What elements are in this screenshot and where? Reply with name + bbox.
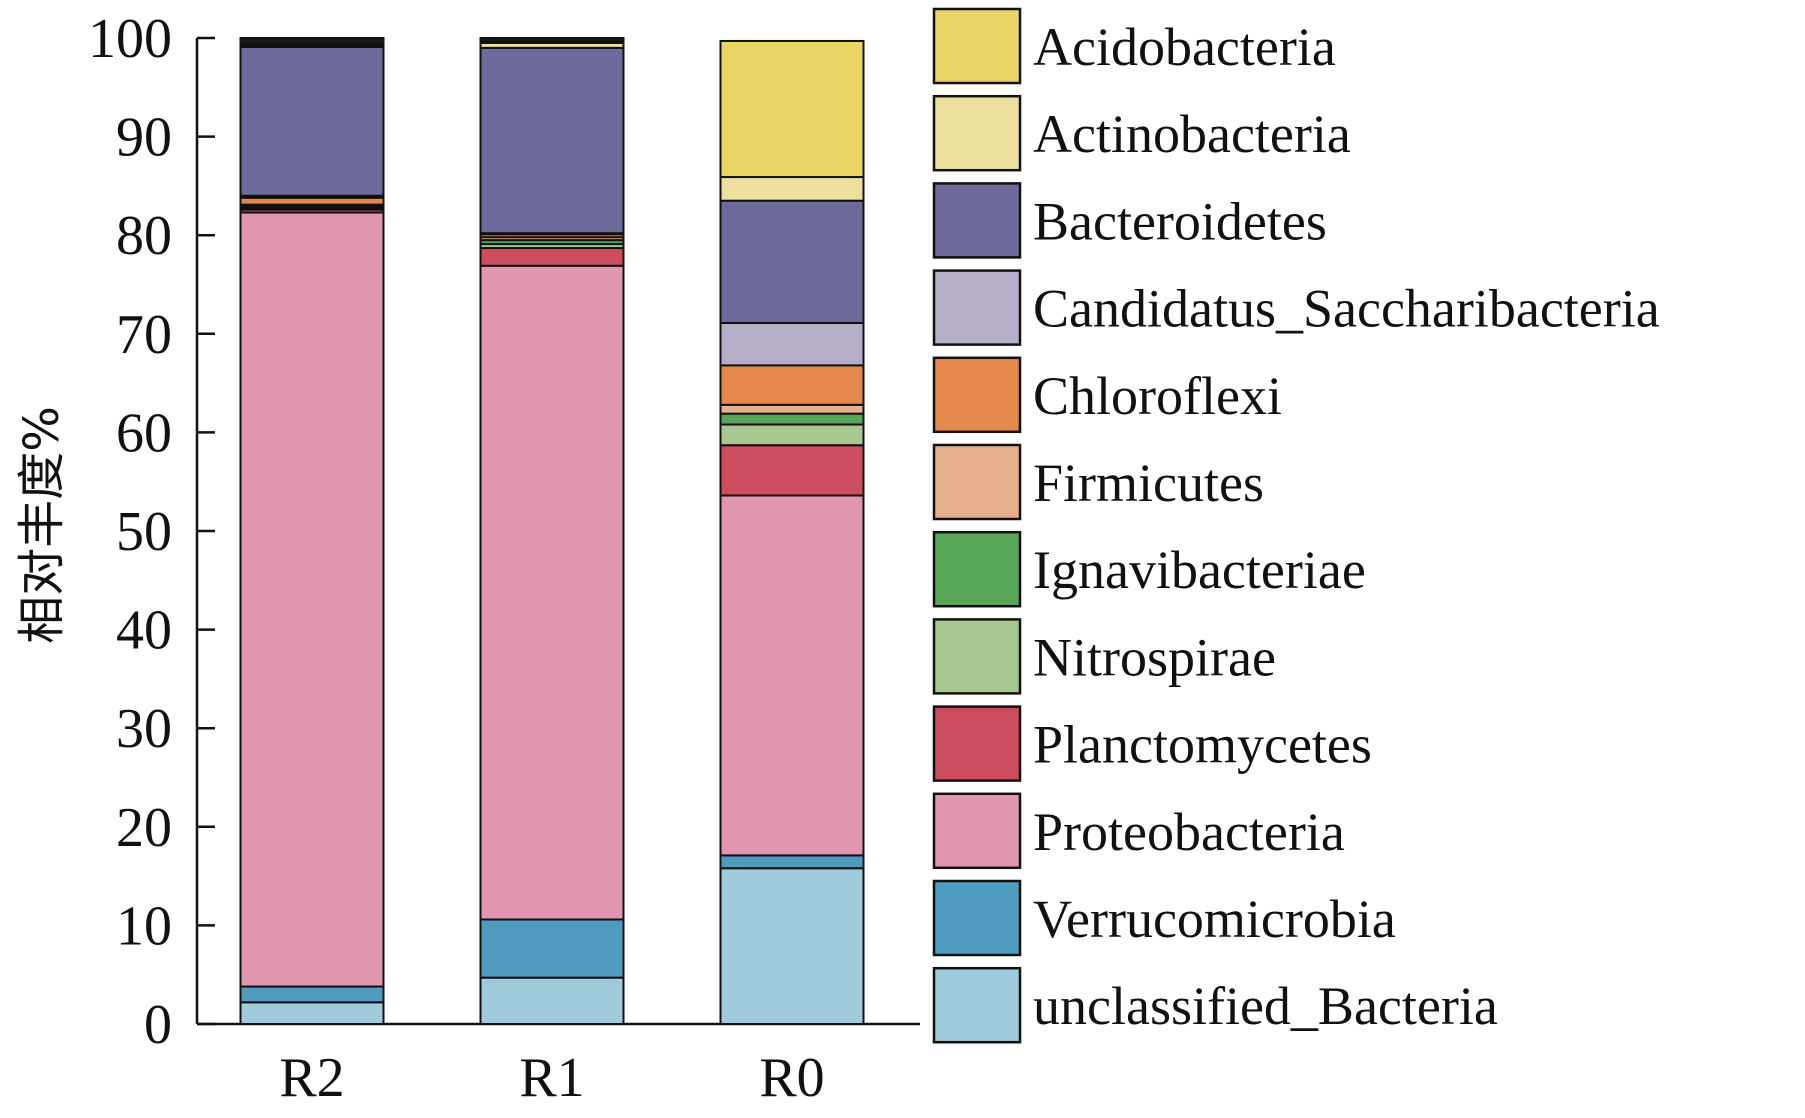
legend-label-nitrospirae: Nitrospirae <box>1033 627 1276 687</box>
bar-segment-r2-unclassified-bacteria <box>239 1001 385 1025</box>
bars <box>239 37 865 1026</box>
bar-segment-r1-proteobacteria <box>479 264 625 921</box>
x-tick-label-r1: R1 <box>519 1047 584 1109</box>
legend-swatch-proteobacteria <box>932 792 1022 870</box>
axes: 0 10 20 30 40 50 60 70 80 90 100 R2 R1 R0 <box>88 8 920 1109</box>
legend-label-acidobacteria: Acidobacteria <box>1033 17 1336 77</box>
legend-label-candidatus-saccharibacteria: Candidatus_Saccharibacteria <box>1033 279 1660 339</box>
y-tick-label: 20 <box>116 797 172 859</box>
bar-segment-r0-verrucomicrobia <box>719 854 865 870</box>
legend-swatch-bacteroidetes <box>932 182 1022 259</box>
bar-segment-r1-bacteroidetes <box>479 46 625 235</box>
legend-swatch-firmicutes <box>932 443 1022 521</box>
legend-swatch-actinobacteria <box>932 94 1022 172</box>
x-tick-label-r0: R0 <box>759 1047 824 1109</box>
legend-label-planctomycetes: Planctomycetes <box>1033 715 1372 775</box>
bar-segment-r1-other <box>479 37 625 43</box>
legend-label-proteobacteria: Proteobacteria <box>1033 802 1345 862</box>
legend-swatch-acidobacteria <box>932 7 1022 85</box>
legend-swatch-planctomycetes <box>932 705 1022 782</box>
bar-segment-r0-nitrospirae <box>719 423 865 447</box>
y-tick-label: 70 <box>116 304 172 366</box>
bar-segment-r1-unclassified-bacteria <box>479 976 625 1026</box>
legend-swatch-ignavibacteriae <box>932 530 1022 608</box>
legend-label-actinobacteria: Actinobacteria <box>1033 104 1351 164</box>
y-tick-label: 60 <box>116 402 172 464</box>
legend-swatch-chloroflexi <box>932 356 1022 434</box>
legend-label-verrucomicrobia: Verrucomicrobia <box>1033 889 1396 949</box>
legend-label-ignavibacteriae: Ignavibacteriae <box>1033 540 1366 600</box>
bar-segment-r1-verrucomicrobia <box>479 918 625 979</box>
y-axis-title: 相对丰度% <box>14 406 70 644</box>
x-tick-label-r2: R2 <box>279 1047 344 1109</box>
bar-segment-r2-other <box>239 37 385 45</box>
bar-segment-r0-proteobacteria <box>719 494 865 857</box>
y-tick-label: 80 <box>116 205 172 267</box>
bar-segment-r1-planctomycetes <box>479 247 625 267</box>
bar-segment-r2-proteobacteria <box>239 211 385 988</box>
y-tick-label: 90 <box>116 107 172 169</box>
bar-segment-r2-chloroflexi <box>239 196 385 206</box>
bar-segment-r0-planctomycetes <box>719 444 865 497</box>
legend-swatch-verrucomicrobia <box>932 879 1022 957</box>
legend-swatch-unclassified-bacteria <box>932 966 1022 1044</box>
bar-segment-r0-firmicutes <box>719 403 865 415</box>
y-tick-label: 100 <box>88 8 172 70</box>
legend-swatch-nitrospirae <box>932 618 1022 695</box>
y-tick-label: 10 <box>116 895 172 957</box>
y-tick-label: 40 <box>116 600 172 662</box>
legend-label-bacteroidetes: Bacteroidetes <box>1033 191 1327 251</box>
legend-swatch-candidatus-saccharibacteria <box>932 269 1022 346</box>
bar-segment-r0-actinobacteria <box>719 176 865 202</box>
bar-segment-r0-bacteroidetes <box>719 199 865 324</box>
bar-segment-r2-verrucomicrobia <box>239 985 385 1004</box>
y-tick-label: 0 <box>144 994 172 1056</box>
bar-segment-r0-acidobacteria <box>719 39 865 179</box>
bar-segment-r0-ignavibacteriae <box>719 412 865 426</box>
bar-segment-r0-candidatus-saccharibacteria <box>719 321 865 367</box>
legend: Acidobacteria Actinobacteria Bacteroidetes… <box>932 7 1660 1044</box>
bar-segment-r0-chloroflexi <box>719 364 865 406</box>
y-tick-label: 30 <box>116 698 172 760</box>
bar-segment-r2-bacteroidetes <box>239 45 385 197</box>
bar-segment-r0-unclassified-bacteria <box>719 867 865 1025</box>
legend-label-chloroflexi: Chloroflexi <box>1033 366 1282 426</box>
legend-label-unclassified-bacteria: unclassified_Bacteria <box>1033 976 1498 1036</box>
legend-label-firmicutes: Firmicutes <box>1033 453 1264 513</box>
y-tick-label: 50 <box>116 501 172 563</box>
